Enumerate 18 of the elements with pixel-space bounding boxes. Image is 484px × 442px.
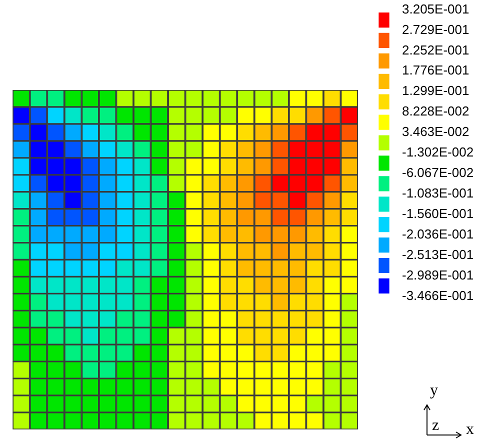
- color-bar-label: -1.560E-001: [402, 206, 474, 221]
- color-bar-label: 3.205E-001: [402, 1, 470, 16]
- text: x: [466, 421, 474, 439]
- text: z: [432, 417, 440, 435]
- color-bar-label: -6.067E-002: [402, 165, 474, 180]
- color-bar-label: 3.463E-002: [402, 124, 470, 140]
- color-bar-label: 1.776E-001: [402, 62, 470, 78]
- color-bar-label: -3.466E-001: [402, 288, 474, 303]
- color-bar-label: 8.228E-002: [402, 104, 470, 119]
- color-bar-label: -2.036E-001: [402, 226, 474, 242]
- color-bar-label: 2.252E-001: [402, 42, 470, 58]
- color-bar-label: 2.729E-001: [402, 22, 470, 37]
- color-bar-label: -1.083E-001: [402, 185, 474, 200]
- color-bar-label: -2.513E-001: [402, 246, 474, 262]
- text: y: [430, 382, 438, 400]
- color-bar-label: -2.989E-001: [402, 267, 474, 282]
- color-bar-label: 1.299E-001: [402, 83, 470, 98]
- color-bar-label: -1.302E-002: [402, 144, 474, 160]
